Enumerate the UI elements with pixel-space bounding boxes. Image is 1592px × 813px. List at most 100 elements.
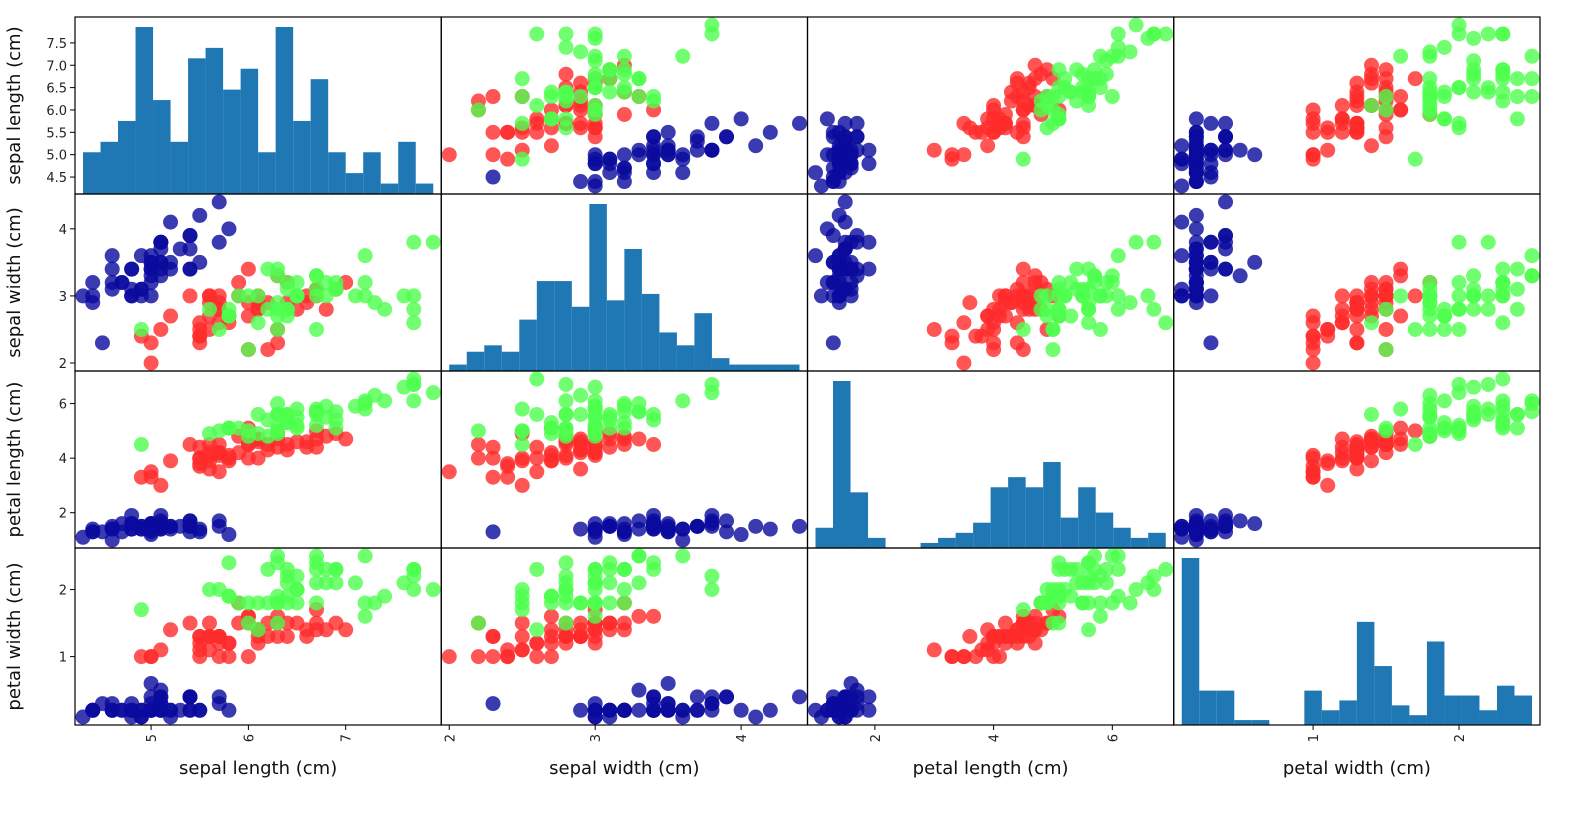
histogram-bar — [135, 27, 154, 194]
scatter-point — [1495, 261, 1511, 277]
scatter-point — [1146, 234, 1162, 250]
scatter-point — [558, 393, 574, 409]
scatter-point — [1524, 71, 1540, 87]
scatter-point — [646, 412, 662, 428]
scatter-point — [1305, 469, 1321, 485]
scatter-point — [1009, 75, 1025, 91]
histogram-bar — [258, 152, 276, 194]
scatter-point — [221, 308, 237, 324]
scatter-point — [1122, 44, 1138, 60]
scatter-point — [616, 84, 632, 100]
scatter-point — [309, 615, 324, 631]
scatter-point — [660, 696, 676, 712]
histogram-bar — [815, 527, 834, 548]
histogram-bar — [536, 281, 555, 371]
scatter-point — [587, 26, 603, 42]
scatter-point — [1218, 115, 1234, 131]
scatter-point — [616, 615, 632, 631]
scatter-point — [470, 615, 486, 631]
scatter-point — [1363, 315, 1379, 331]
scatter-point — [1188, 147, 1204, 163]
scatter-point — [1509, 71, 1525, 87]
scatter-point — [1393, 288, 1409, 304]
scatter-point — [1451, 301, 1467, 317]
scatter-point — [1092, 321, 1108, 337]
scatter-point — [1422, 321, 1438, 337]
scatter-point — [1378, 129, 1394, 145]
scatter-point — [240, 342, 256, 358]
scatter-point — [143, 268, 159, 284]
histogram-bar — [363, 152, 381, 194]
scatter-point — [1466, 268, 1482, 284]
scatter-point — [1320, 321, 1336, 337]
scatter-point — [1378, 321, 1394, 337]
scatter-point — [689, 518, 705, 534]
x-tick-label: 7 — [340, 734, 355, 742]
scatter-point — [1174, 288, 1190, 304]
scatter-point — [1051, 615, 1067, 631]
scatter-point — [172, 702, 188, 718]
scatter-point — [377, 588, 393, 604]
scatter-point — [1232, 142, 1248, 158]
scatter-point — [616, 66, 632, 82]
scatter-point — [1218, 194, 1234, 210]
scatter-point — [616, 48, 632, 64]
scatter-point — [1393, 89, 1409, 105]
scatter-point — [1349, 321, 1365, 337]
scatter-point — [813, 178, 829, 194]
y-tick-label: 6.5 — [46, 82, 67, 97]
y-axis-label-petal-length: petal length (cm) — [4, 382, 25, 538]
scatter-point — [1451, 234, 1467, 250]
scatter-point — [143, 355, 159, 371]
panel-sepal-length-vs-sepal-width — [440, 16, 809, 195]
scatter-point — [1495, 93, 1511, 109]
scatter-point — [1393, 261, 1409, 277]
scatter-point — [1045, 321, 1061, 337]
scatter-point — [956, 115, 972, 131]
scatter-point — [1069, 62, 1085, 78]
scatter-point — [646, 518, 662, 534]
histogram-bar — [1025, 487, 1044, 548]
scatter-point — [377, 301, 393, 317]
scatter-point — [1466, 379, 1482, 395]
histogram-bar — [1095, 512, 1114, 548]
scatter-point — [270, 321, 286, 337]
scatter-point — [762, 521, 778, 537]
scatter-point — [587, 582, 603, 598]
y-tick-label: 2 — [59, 584, 67, 599]
scatter-point — [192, 524, 208, 540]
panel-marks — [808, 17, 1174, 194]
scatter-point — [1063, 308, 1079, 324]
scatter-point — [631, 548, 647, 564]
scatter-point — [1218, 518, 1234, 534]
histogram-bar — [1409, 715, 1427, 725]
scatter-point — [1466, 412, 1482, 428]
scatter-point — [1378, 420, 1394, 436]
scatter-point — [1524, 268, 1540, 284]
scatter-point — [201, 582, 217, 598]
scatter-point — [1188, 165, 1204, 181]
scatter-point — [1451, 120, 1467, 136]
scatter-point — [1081, 568, 1097, 584]
scatter-point — [1188, 288, 1204, 304]
scatter-point — [1509, 406, 1525, 422]
scatter-point — [926, 321, 942, 337]
scatter-point — [1174, 178, 1190, 194]
scatter-point — [843, 254, 859, 270]
scatter-point — [1081, 315, 1097, 331]
scatter-point — [1436, 111, 1452, 127]
scatter-point — [704, 17, 720, 33]
scatter-point — [1188, 207, 1204, 223]
panel-sepal-length-vs-petal-width — [1173, 16, 1541, 195]
scatter-point — [704, 142, 720, 158]
scatter-point — [1146, 582, 1162, 598]
scatter-point — [1378, 301, 1394, 317]
scatter-point — [558, 39, 574, 55]
histogram-bar — [1321, 710, 1340, 725]
scatter-point — [1407, 151, 1423, 167]
scatter-point — [124, 521, 140, 537]
scatter-point — [1098, 66, 1114, 82]
scatter-point — [163, 214, 179, 230]
histogram-bar — [764, 364, 782, 371]
scatter-point — [1188, 241, 1204, 257]
